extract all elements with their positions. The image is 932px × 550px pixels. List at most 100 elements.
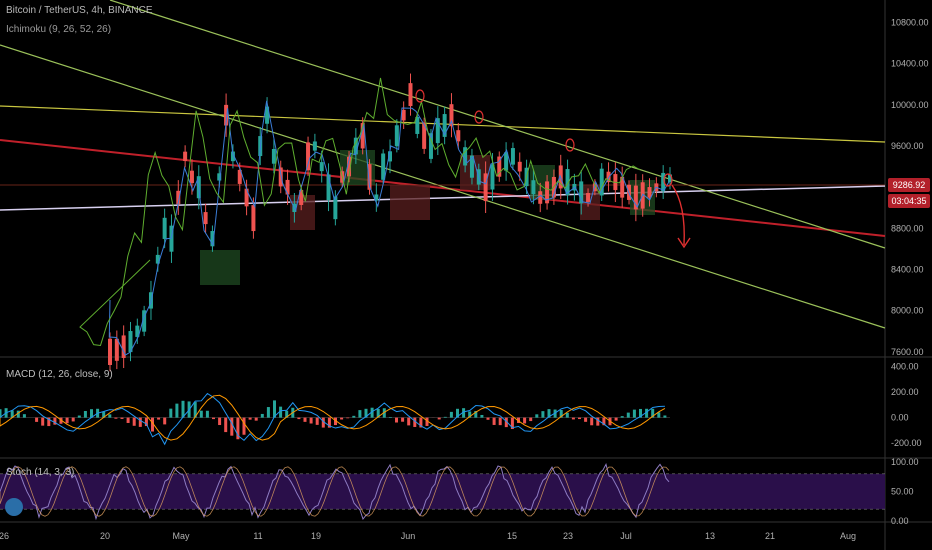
macd-histogram-bar xyxy=(401,417,405,422)
macd-histogram-bar xyxy=(151,417,154,432)
price-candle xyxy=(251,205,256,232)
macd-histogram-bar xyxy=(480,414,484,418)
macd-histogram-bar xyxy=(474,410,478,418)
price-candle xyxy=(510,148,515,165)
ichimoku-lagging-span xyxy=(79,77,641,346)
price-candle xyxy=(408,83,413,107)
price-candle xyxy=(108,338,112,365)
macd-histogram-bar xyxy=(565,412,569,418)
price-candle xyxy=(442,114,447,137)
macd-histogram-bar xyxy=(199,410,203,418)
swing-high-marker xyxy=(474,110,484,124)
macd-tick-label: 200.00 xyxy=(891,387,919,397)
price-candle xyxy=(497,156,502,177)
macd-histogram-bar xyxy=(425,417,429,426)
price-tick-label: 8000.00 xyxy=(891,306,924,316)
channel-upper xyxy=(109,0,886,249)
price-candle xyxy=(490,164,495,190)
projection-arrow xyxy=(671,184,685,246)
macd-histogram-bar xyxy=(120,417,124,419)
price-candle xyxy=(121,335,126,358)
channel-lower xyxy=(0,44,886,329)
price-tick-label: 8800.00 xyxy=(891,223,924,233)
price-candle xyxy=(271,148,276,164)
time-tick-label: 11 xyxy=(253,531,262,541)
macd-histogram-bar xyxy=(468,411,472,418)
swing-high-marker xyxy=(663,173,673,187)
macd-histogram-bar xyxy=(266,407,270,418)
price-candle xyxy=(592,183,597,192)
macd-histogram-bar xyxy=(486,417,490,420)
macd-histogram-bar xyxy=(614,417,618,421)
macd-histogram-bar xyxy=(309,417,313,424)
macd-histogram-bar xyxy=(407,417,411,426)
price-candle xyxy=(333,196,338,220)
stoch-tick-label: 100.00 xyxy=(891,457,919,467)
macd-histogram-bar xyxy=(144,417,148,427)
price-candle xyxy=(162,217,167,239)
macd-histogram-bar xyxy=(657,412,661,418)
macd-histogram-bar xyxy=(590,417,594,426)
macd-histogram-bar xyxy=(53,417,57,425)
time-tick-label: 23 xyxy=(563,531,573,541)
time-tick-label: Aug xyxy=(840,531,856,541)
macd-histogram-bar xyxy=(236,417,240,440)
price-candle xyxy=(114,338,119,361)
price-candle xyxy=(224,104,229,126)
macd-histogram-bar xyxy=(254,417,258,421)
time-tick-label: Jun xyxy=(401,531,416,541)
price-candle xyxy=(579,181,584,204)
macd-histogram-bar xyxy=(449,411,453,418)
time-tick-label: May xyxy=(172,531,190,541)
price-candle xyxy=(620,176,625,198)
price-candle xyxy=(367,164,372,190)
time-tick-label: 15 xyxy=(507,531,517,541)
macd-histogram-bar xyxy=(181,400,185,418)
macd-histogram-bar xyxy=(90,409,93,418)
price-candle xyxy=(538,191,543,204)
stoch-tick-label: 0.00 xyxy=(891,516,909,526)
price-candle xyxy=(469,155,474,178)
macd-histogram-bar xyxy=(16,410,20,418)
price-candle xyxy=(203,212,208,225)
macd-histogram-bar xyxy=(596,417,600,426)
macd-histogram-bar xyxy=(498,417,502,426)
macd-signal-line xyxy=(0,394,666,441)
stoch-k-line xyxy=(0,462,670,521)
price-candle xyxy=(599,168,604,196)
macd-histogram-bar xyxy=(626,412,630,418)
time-tick-label: Jul xyxy=(620,531,632,541)
macd-tick-label: 400.00 xyxy=(891,361,919,371)
macd-histogram-bar xyxy=(114,417,118,419)
macd-histogram-bar xyxy=(224,417,228,433)
price-candle xyxy=(265,106,270,124)
logo-icon xyxy=(5,498,23,516)
price-candle xyxy=(435,118,440,144)
price-tick-label: 10000.00 xyxy=(891,100,929,110)
price-candle xyxy=(388,151,392,162)
macd-histogram-bar xyxy=(108,414,112,418)
macd-histogram-bar xyxy=(273,400,276,418)
macd-histogram-bar xyxy=(242,417,246,435)
price-candle xyxy=(326,174,331,201)
price-candle xyxy=(456,130,461,142)
price-candle xyxy=(545,181,550,204)
macd-histogram-bar xyxy=(571,417,575,420)
macd-histogram-bar xyxy=(602,417,606,426)
price-candle xyxy=(647,187,652,198)
price-candle xyxy=(668,174,672,183)
macd-histogram-bar xyxy=(334,417,337,426)
price-candle xyxy=(633,185,638,210)
price-candle xyxy=(565,169,570,196)
macd-histogram-bar xyxy=(413,417,417,427)
stoch-label: Stoch (14, 3, 3) xyxy=(6,467,75,478)
price-candle xyxy=(285,179,290,195)
macd-histogram-bar xyxy=(218,417,222,426)
countdown-tag: 03:04:35 xyxy=(888,194,930,208)
price-candle xyxy=(135,325,140,337)
macd-histogram-bar xyxy=(260,413,264,418)
price-tick-label: 8400.00 xyxy=(891,265,924,275)
indicator-label: Ichimoku (9, 26, 52, 26) xyxy=(6,24,112,35)
